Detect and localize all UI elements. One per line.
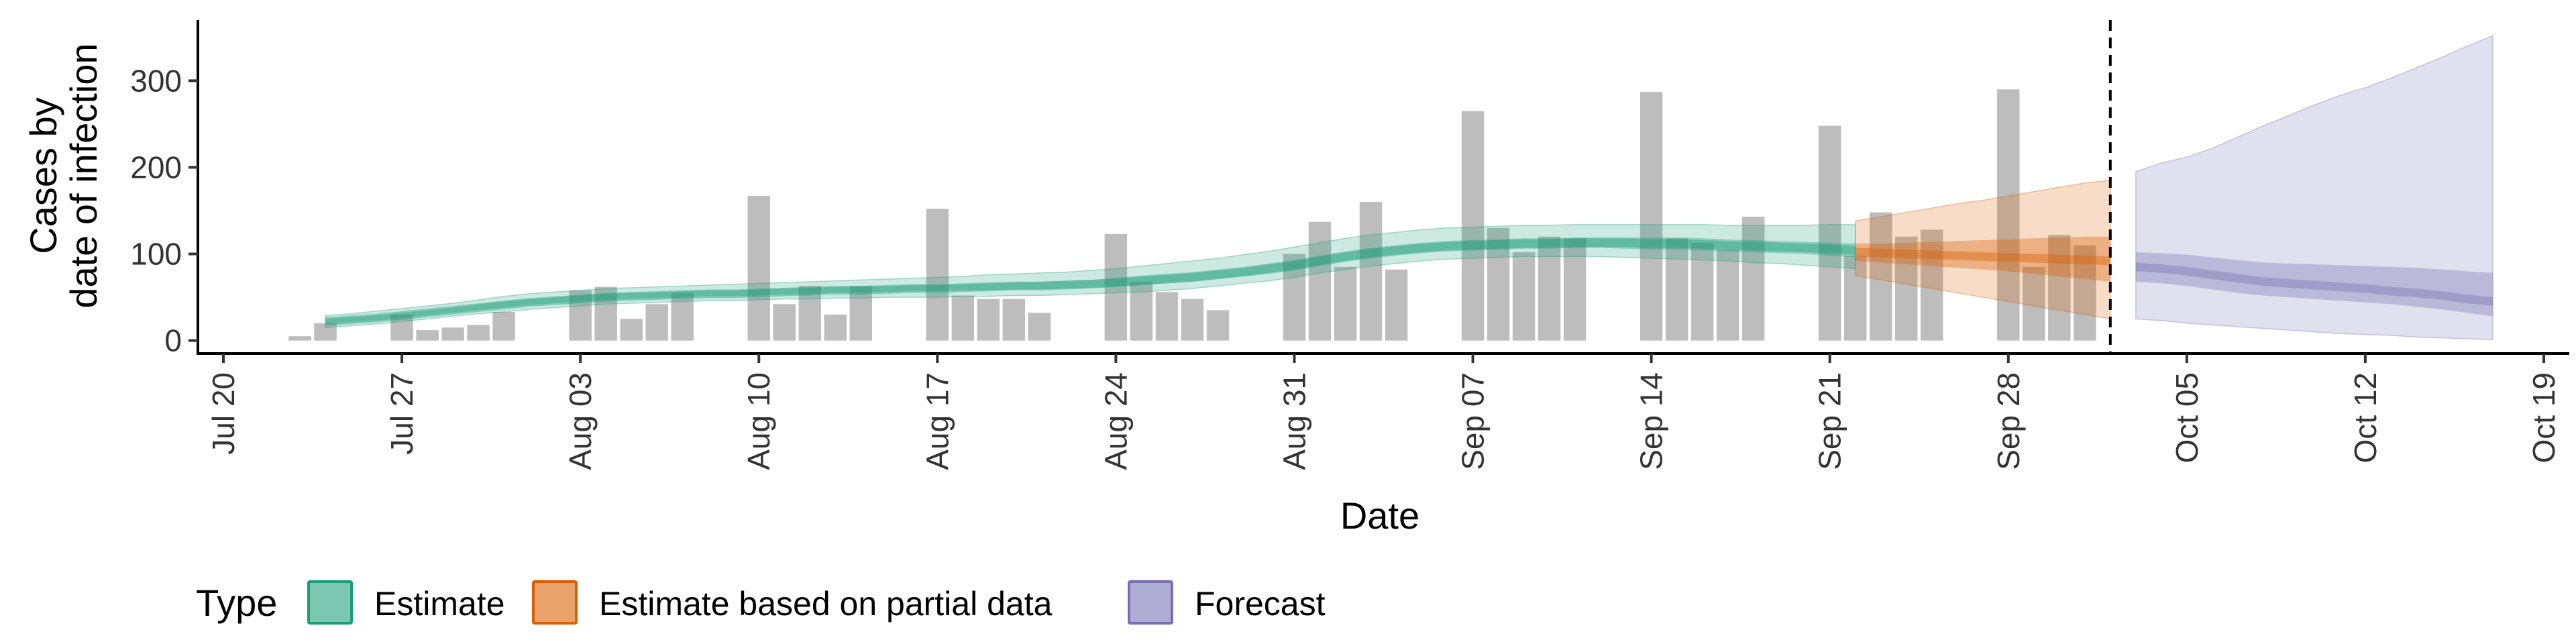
bar [1155,292,1179,341]
x-axis-title: Date [1340,494,1419,537]
x-tick-label: Sep 14 [1634,372,1669,470]
series-group [1854,179,2111,320]
bar [951,295,975,341]
x-tick-label: Oct 19 [2526,372,2561,464]
bar [1002,299,1026,341]
bar [773,304,796,341]
x-tick-label: Oct 12 [2348,372,2383,464]
bar [467,325,490,341]
x-tick-label: Sep 21 [1813,372,1847,470]
y-axis-title: Cases by date of infection [22,43,105,308]
x-tick-label: Aug 31 [1277,372,1311,470]
bar [1308,221,1332,341]
bar [671,292,694,341]
series-group [2135,35,2493,341]
x-tick-label: Jul 20 [206,372,241,455]
bar [390,314,413,341]
bar [1181,299,1204,341]
band-outer [2135,35,2493,341]
bar [1869,212,1892,341]
band-inner [325,237,1856,325]
series-group [325,223,1856,329]
bar [1385,269,1408,341]
x-tick-label: Sep 07 [1456,372,1491,470]
bar [1359,202,1383,341]
bar [1921,229,1943,341]
bar [849,286,873,341]
legend-item: Forecast [1128,580,1326,625]
band-median [2135,262,2493,306]
bar [314,323,337,341]
bar [594,286,617,341]
bar [2074,245,2096,341]
bar [1741,217,1765,341]
band-median [325,238,1856,326]
bar [977,299,1000,341]
bar [288,336,311,341]
bar [1843,256,1867,341]
bar [1206,310,1230,341]
y-axis-title-line-1: Cases by [22,97,64,254]
bar [1334,266,1357,341]
bar [1563,238,1587,341]
bar [1512,252,1536,341]
bar [1894,236,1918,341]
legend-label: Forecast [1195,585,1326,623]
bar [1818,125,1841,341]
bands-layer [325,35,2493,341]
bar [1640,92,1663,341]
axes-layer: 0 100 200 300 Jul 20 Jul 27 Aug 03 Aug 10 Aug 17… [130,20,2569,470]
legend-swatch [307,580,353,625]
bar [1487,227,1510,341]
bar [645,304,668,341]
bar [1690,242,1714,341]
x-tick-label: Oct 05 [2169,372,2204,464]
band-outer [325,223,1856,329]
bar [1538,236,1561,341]
bar [747,196,770,341]
bar [569,290,592,341]
bar [1028,313,1051,341]
band-median [1855,248,2110,266]
bar [416,330,439,341]
legend-item: Estimate [307,580,505,625]
legend-label: Estimate based on partial data [599,585,1053,623]
bar [492,312,515,341]
y-tick-label: 200 [130,150,182,184]
bar [2023,266,2045,341]
y-tick-label: 100 [130,237,182,272]
x-tick-label: Aug 17 [920,372,955,470]
legend-label: Estimate [374,585,505,623]
bar [1461,111,1485,341]
x-tick-label: Aug 10 [741,372,776,470]
legend-swatch [532,580,578,625]
legend-item: Estimate based on partial data [532,580,1053,625]
bar [1997,89,2020,341]
bar [1283,254,1306,341]
x-tick-label: Sep 28 [1991,372,2026,470]
x-tick-label: Jul 27 [384,372,419,455]
legend: Type Estimate Estimate based on partial da… [196,580,1326,625]
bar [1665,238,1688,341]
y-tick-label: 300 [130,63,182,98]
bar [798,286,821,341]
legend-title: Type [196,582,277,624]
bar [441,327,464,341]
x-tick-label: Aug 24 [1098,372,1133,470]
bar [1104,233,1128,341]
bar [824,314,847,341]
y-axis-title-line-2: date of infection [62,43,105,308]
y-tick-label: 0 [164,323,182,358]
bar [1716,250,1739,341]
bar [926,209,949,341]
bar [1130,281,1153,341]
band-inner [2135,252,2493,317]
bars-layer [288,89,2096,341]
bar [620,319,643,341]
band-inner [1855,236,2110,282]
bar [2048,235,2071,341]
legend-swatch [1128,580,1173,625]
x-tick-label: Aug 03 [563,372,598,470]
